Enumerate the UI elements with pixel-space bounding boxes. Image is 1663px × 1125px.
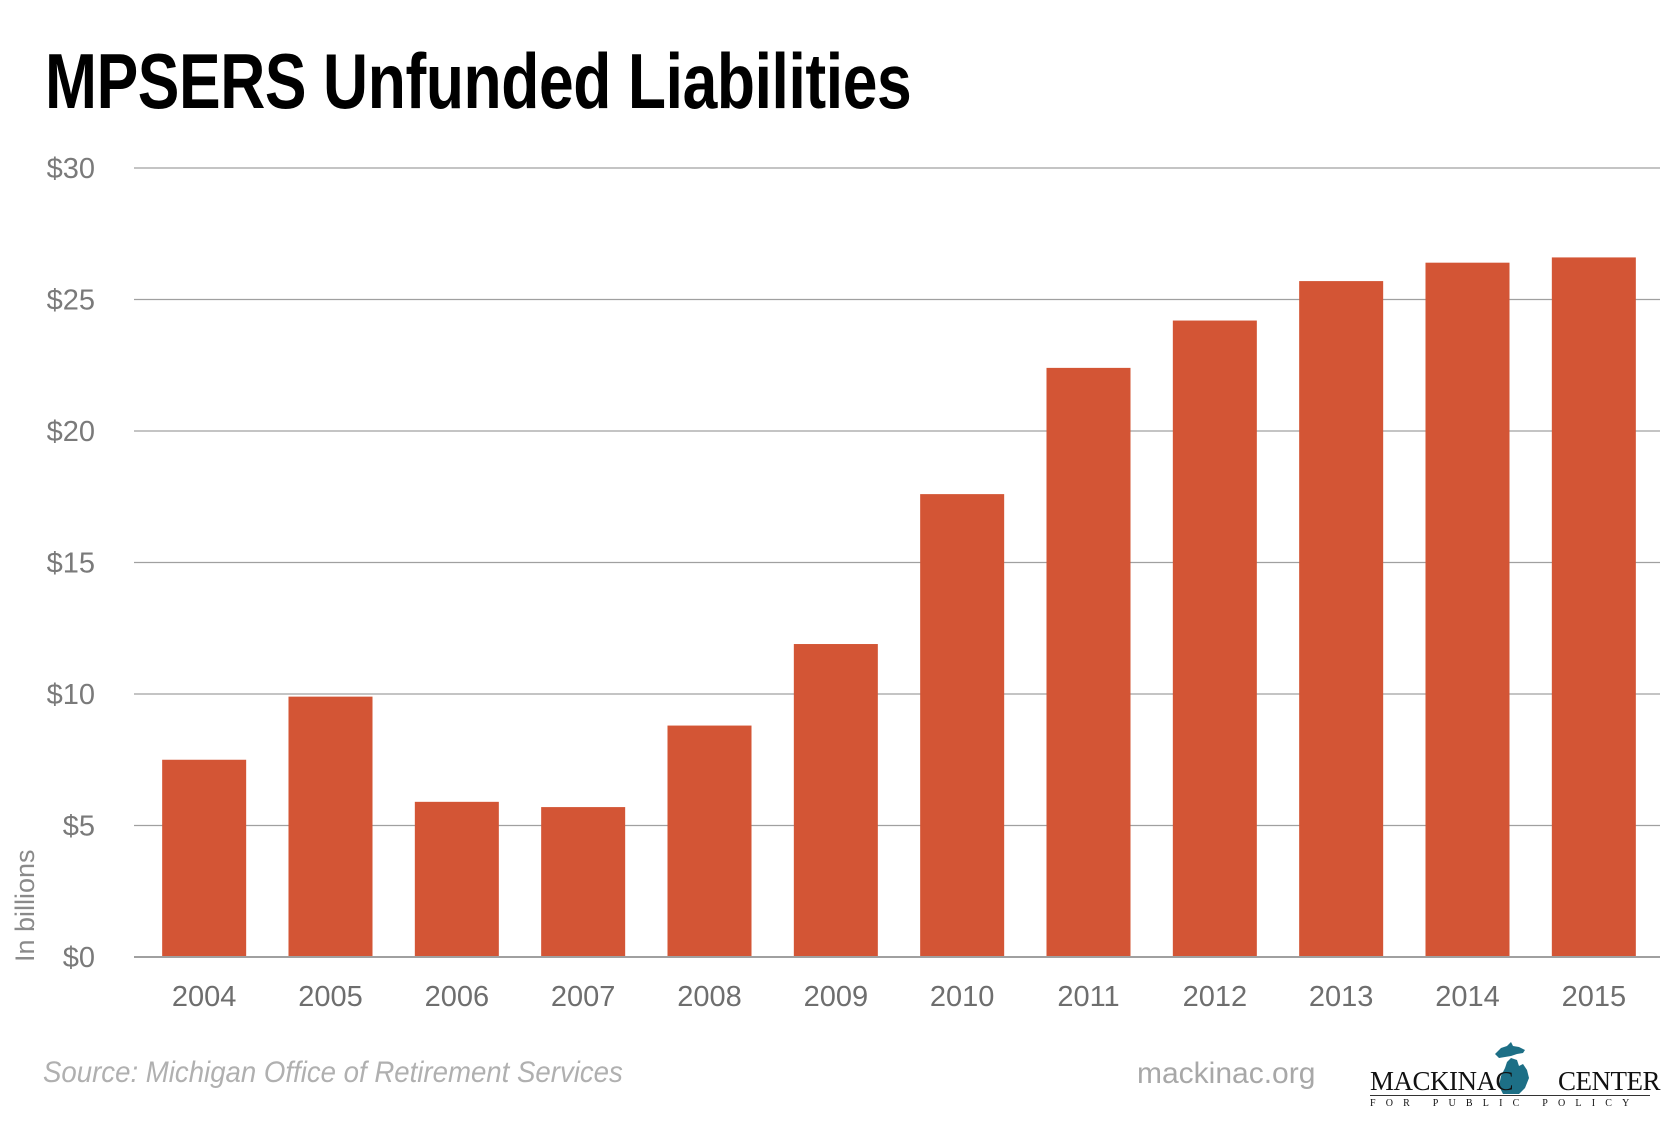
- bar-2006: [414, 801, 499, 957]
- x-tick-label: 2015: [1562, 981, 1627, 1013]
- bar-2004: [162, 759, 247, 957]
- x-tick-label: 2004: [172, 981, 237, 1013]
- x-tick-label: 2008: [677, 981, 742, 1013]
- y-tick-label: $25: [47, 285, 95, 317]
- logo-divider: [1370, 1095, 1650, 1096]
- x-axis-ticks: 2004 2005 2006 2007 2008 2009 2010 2011 2012 2013…: [172, 981, 1626, 1013]
- bar-2014: [1425, 262, 1510, 957]
- source-note: Source: Michigan Office of Retirement Se…: [43, 1056, 623, 1089]
- bar-2015: [1551, 257, 1636, 957]
- x-tick-label: 2011: [1057, 981, 1119, 1013]
- logo-subtitle: FOR PUBLIC POLICY: [1370, 1098, 1640, 1109]
- x-tick-label: 2010: [930, 981, 995, 1013]
- y-tick-label: $30: [47, 153, 95, 185]
- x-tick-label: 2006: [425, 981, 490, 1013]
- x-tick-label: 2009: [804, 981, 869, 1013]
- y-tick-label: $0: [63, 942, 95, 974]
- chart-title: MPSERS Unfunded Liabilities: [45, 37, 912, 125]
- x-tick-label: 2005: [298, 981, 363, 1013]
- x-tick-label: 2012: [1183, 981, 1248, 1013]
- bar-2010: [920, 494, 1005, 957]
- logo-text-right: CENTER: [1558, 1066, 1661, 1096]
- y-tick-label: $15: [47, 548, 95, 580]
- logo-text-left: MACKINAC: [1370, 1066, 1514, 1096]
- bar-2009: [793, 644, 878, 957]
- x-tick-label: 2014: [1435, 981, 1500, 1013]
- bar-2008: [667, 725, 752, 957]
- y-axis-label: In billions: [10, 849, 40, 962]
- bar-2007: [541, 807, 626, 957]
- bar-2013: [1299, 281, 1384, 958]
- bars: [162, 257, 1636, 958]
- x-tick-label: 2013: [1309, 981, 1374, 1013]
- michigan-map-icon: [1495, 1042, 1529, 1094]
- mackinac-center-logo: MACKINAC CENTER FOR PUBLIC POLICY: [1370, 1040, 1661, 1110]
- x-tick-label: 2007: [551, 981, 616, 1013]
- y-tick-label: $20: [47, 416, 95, 448]
- bar-2012: [1172, 320, 1257, 957]
- bar-chart: $0 $5 $10 $15 $20 $25 $30 2004 2005 2006 2007 2008…: [10, 153, 1660, 1013]
- y-tick-label: $5: [63, 811, 95, 843]
- y-axis-ticks: $0 $5 $10 $15 $20 $25 $30: [47, 153, 95, 974]
- bar-2011: [1046, 367, 1131, 957]
- y-tick-label: $10: [47, 679, 95, 711]
- website-link[interactable]: mackinac.org: [1137, 1057, 1316, 1090]
- bar-2005: [288, 696, 373, 957]
- logo-wordmark: MACKINAC CENTER: [1370, 1066, 1661, 1097]
